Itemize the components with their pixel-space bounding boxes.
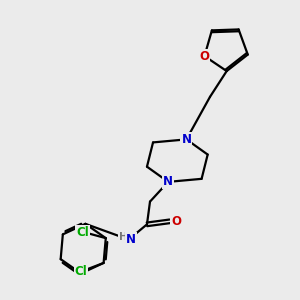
Text: N: N <box>126 233 136 246</box>
Text: N: N <box>182 133 191 146</box>
Text: Cl: Cl <box>76 226 89 238</box>
Text: Cl: Cl <box>75 265 88 278</box>
Text: N: N <box>163 176 173 188</box>
Text: O: O <box>171 215 182 228</box>
Text: O: O <box>200 50 209 63</box>
Text: H: H <box>119 232 128 242</box>
